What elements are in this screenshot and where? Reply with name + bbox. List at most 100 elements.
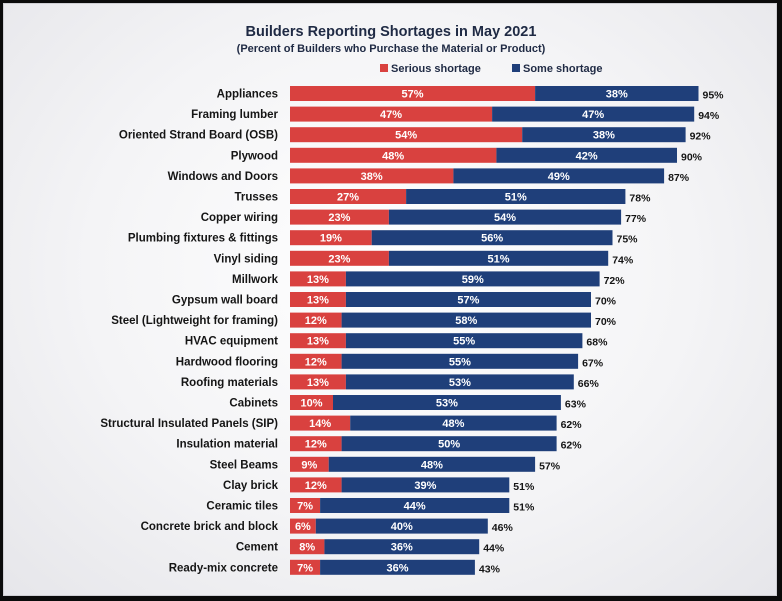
serious-value-label: 12% bbox=[305, 356, 327, 368]
some-value-label: 44% bbox=[404, 501, 426, 513]
bar-some-shortage bbox=[388, 250, 609, 266]
total-value-label: 95% bbox=[703, 90, 725, 102]
bar-some-shortage bbox=[350, 415, 557, 431]
total-value-label: 62% bbox=[561, 440, 583, 452]
category-label: Windows and Doors bbox=[168, 171, 278, 183]
category-label: Vinyl siding bbox=[214, 253, 278, 265]
serious-value-label: 12% bbox=[305, 439, 327, 451]
some-value-label: 38% bbox=[593, 130, 615, 142]
serious-value-label: 14% bbox=[309, 418, 331, 430]
some-value-label: 36% bbox=[386, 562, 408, 574]
category-label: Plumbing fixtures & fittings bbox=[128, 233, 278, 245]
total-value-label: 43% bbox=[479, 563, 501, 575]
bar-serious-shortage bbox=[290, 415, 351, 431]
bar-some-shortage bbox=[341, 436, 557, 452]
bar-some-shortage bbox=[341, 312, 591, 328]
bar-serious-shortage bbox=[290, 498, 321, 513]
category-label: Gypsum wall board bbox=[172, 295, 278, 307]
bar-serious-shortage bbox=[290, 436, 342, 452]
bar-serious-shortage bbox=[290, 147, 497, 163]
bar-serious-shortage bbox=[290, 292, 346, 307]
serious-value-label: 7% bbox=[297, 501, 313, 513]
bar-serious-shortage bbox=[290, 456, 329, 472]
serious-value-label: 13% bbox=[307, 336, 329, 348]
total-value-label: 78% bbox=[629, 193, 651, 205]
serious-value-label: 8% bbox=[299, 542, 315, 554]
some-value-label: 58% bbox=[455, 315, 477, 327]
category-label: Cement bbox=[236, 542, 278, 554]
serious-value-label: 19% bbox=[320, 233, 342, 245]
bar-some-shortage bbox=[496, 147, 677, 163]
bar-some-shortage bbox=[341, 477, 510, 493]
category-label: Cabinets bbox=[229, 398, 278, 410]
bar-some-shortage bbox=[320, 498, 510, 513]
serious-value-label: 38% bbox=[361, 171, 383, 183]
bar-serious-shortage bbox=[290, 559, 321, 575]
bar-serious-shortage bbox=[290, 230, 372, 246]
legend-label-serious: Serious shortage bbox=[391, 63, 481, 75]
category-label: Framing lumber bbox=[191, 109, 278, 121]
bar-some-shortage bbox=[388, 209, 622, 225]
some-value-label: 48% bbox=[442, 418, 464, 430]
bar-serious-shortage bbox=[290, 189, 407, 204]
bar-some-shortage bbox=[371, 230, 613, 246]
some-value-label: 48% bbox=[421, 459, 443, 471]
total-value-label: 66% bbox=[578, 378, 600, 390]
some-value-label: 36% bbox=[391, 542, 413, 554]
some-value-label: 42% bbox=[576, 150, 598, 162]
bar-some-shortage bbox=[320, 559, 475, 575]
bar-some-shortage bbox=[345, 292, 591, 307]
some-value-label: 55% bbox=[453, 336, 475, 348]
bar-serious-shortage bbox=[290, 271, 346, 287]
some-value-label: 51% bbox=[488, 253, 510, 265]
some-value-label: 40% bbox=[391, 521, 413, 533]
some-value-label: 57% bbox=[457, 295, 479, 307]
some-value-label: 56% bbox=[481, 233, 503, 245]
serious-value-label: 47% bbox=[380, 109, 402, 121]
total-value-label: 63% bbox=[565, 399, 587, 411]
bar-serious-shortage bbox=[290, 333, 346, 349]
chart-title: Builders Reporting Shortages in May 2021 bbox=[246, 24, 537, 40]
serious-value-label: 54% bbox=[395, 130, 417, 142]
bar-some-shortage bbox=[324, 539, 480, 555]
some-value-label: 59% bbox=[462, 274, 484, 286]
total-value-label: 87% bbox=[668, 172, 690, 184]
category-label: Appliances bbox=[217, 89, 278, 101]
bar-some-shortage bbox=[315, 518, 488, 534]
serious-value-label: 13% bbox=[307, 274, 329, 286]
some-value-label: 38% bbox=[606, 89, 628, 101]
bar-serious-shortage bbox=[290, 518, 316, 534]
category-label: Insulation material bbox=[176, 439, 278, 451]
serious-value-label: 23% bbox=[328, 212, 350, 224]
bar-some-shortage bbox=[535, 86, 699, 101]
some-value-label: 54% bbox=[494, 212, 516, 224]
total-value-label: 44% bbox=[483, 543, 505, 555]
bar-serious-shortage bbox=[290, 209, 389, 225]
some-value-label: 53% bbox=[436, 398, 458, 410]
bar-some-shortage bbox=[522, 127, 686, 143]
total-value-label: 46% bbox=[492, 522, 514, 534]
bar-serious-shortage bbox=[290, 477, 342, 493]
serious-value-label: 6% bbox=[295, 521, 311, 533]
legend-swatch-some bbox=[512, 64, 520, 72]
bar-serious-shortage bbox=[290, 395, 333, 410]
serious-value-label: 9% bbox=[301, 459, 317, 471]
chart-frame: Builders Reporting Shortages in May 2021… bbox=[3, 3, 777, 596]
category-label: Ceramic tiles bbox=[206, 501, 278, 513]
total-value-label: 62% bbox=[561, 419, 583, 431]
bar-serious-shortage bbox=[290, 250, 389, 266]
plot-area: Appliances 57% 38% 95% Framing lumber 47% 47% 9… bbox=[100, 86, 724, 575]
total-value-label: 70% bbox=[595, 296, 617, 308]
category-label: Roofing materials bbox=[181, 377, 278, 389]
total-value-label: 57% bbox=[539, 460, 561, 472]
some-value-label: 53% bbox=[449, 377, 471, 389]
serious-value-label: 48% bbox=[382, 150, 404, 162]
category-label: Ready-mix concrete bbox=[169, 562, 278, 574]
bar-some-shortage bbox=[341, 353, 579, 369]
some-value-label: 51% bbox=[505, 192, 527, 204]
serious-value-label: 23% bbox=[328, 253, 350, 265]
serious-value-label: 12% bbox=[305, 480, 327, 492]
serious-value-label: 10% bbox=[300, 398, 322, 410]
serious-value-label: 13% bbox=[307, 377, 329, 389]
category-label: Millwork bbox=[232, 274, 279, 286]
